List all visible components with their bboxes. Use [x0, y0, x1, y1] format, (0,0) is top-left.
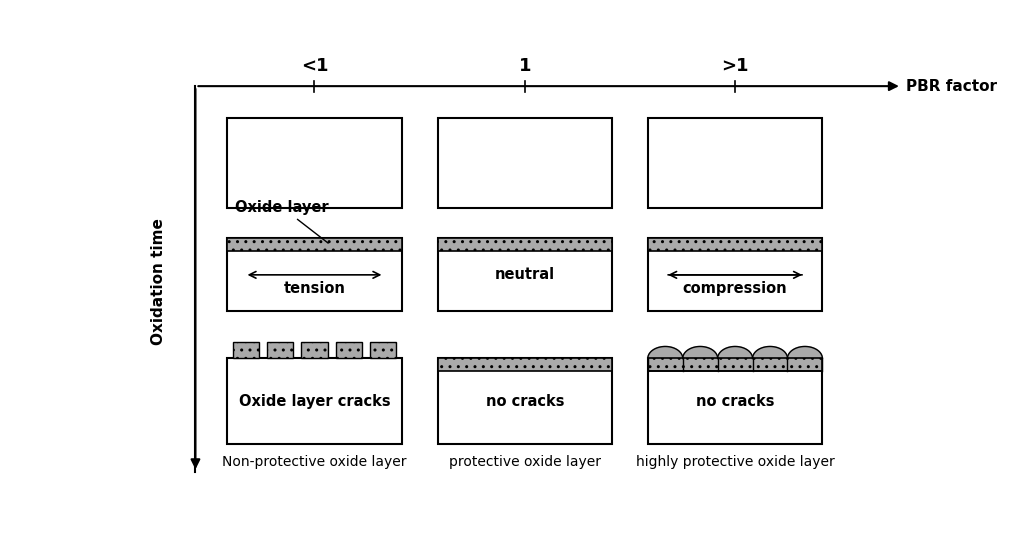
- Bar: [648, 359, 822, 444]
- Bar: [301, 342, 328, 359]
- Text: Non-protective oxide layer: Non-protective oxide layer: [222, 455, 407, 469]
- Text: >1: >1: [721, 57, 749, 75]
- Bar: [227, 118, 401, 208]
- Text: Oxide layer: Oxide layer: [236, 200, 329, 243]
- Text: no cracks: no cracks: [485, 394, 564, 409]
- Polygon shape: [787, 346, 822, 359]
- Bar: [437, 118, 612, 208]
- Text: tension: tension: [284, 281, 345, 296]
- Text: protective oxide layer: protective oxide layer: [449, 455, 601, 469]
- Polygon shape: [648, 346, 683, 359]
- Polygon shape: [683, 346, 718, 359]
- Bar: [233, 342, 259, 359]
- Text: highly protective oxide layer: highly protective oxide layer: [636, 455, 835, 469]
- Bar: [227, 238, 401, 251]
- Text: 1: 1: [518, 57, 531, 75]
- Bar: [227, 359, 401, 444]
- Text: <1: <1: [301, 57, 329, 75]
- Text: no cracks: no cracks: [696, 394, 774, 409]
- Bar: [227, 238, 401, 311]
- Text: Oxide layer cracks: Oxide layer cracks: [239, 394, 390, 409]
- Polygon shape: [753, 346, 787, 359]
- Bar: [437, 238, 612, 311]
- Bar: [336, 342, 361, 359]
- Bar: [267, 342, 294, 359]
- Text: Oxidation time: Oxidation time: [151, 218, 166, 345]
- Text: neutral: neutral: [495, 267, 555, 282]
- Polygon shape: [718, 346, 753, 359]
- Bar: [437, 359, 612, 372]
- Bar: [648, 238, 822, 311]
- Bar: [648, 238, 822, 251]
- Bar: [437, 238, 612, 251]
- Bar: [648, 359, 822, 372]
- Bar: [370, 342, 396, 359]
- Text: compression: compression: [683, 281, 787, 296]
- Bar: [437, 359, 612, 444]
- Text: PBR factor: PBR factor: [905, 79, 996, 94]
- Bar: [648, 118, 822, 208]
- Bar: [648, 359, 822, 372]
